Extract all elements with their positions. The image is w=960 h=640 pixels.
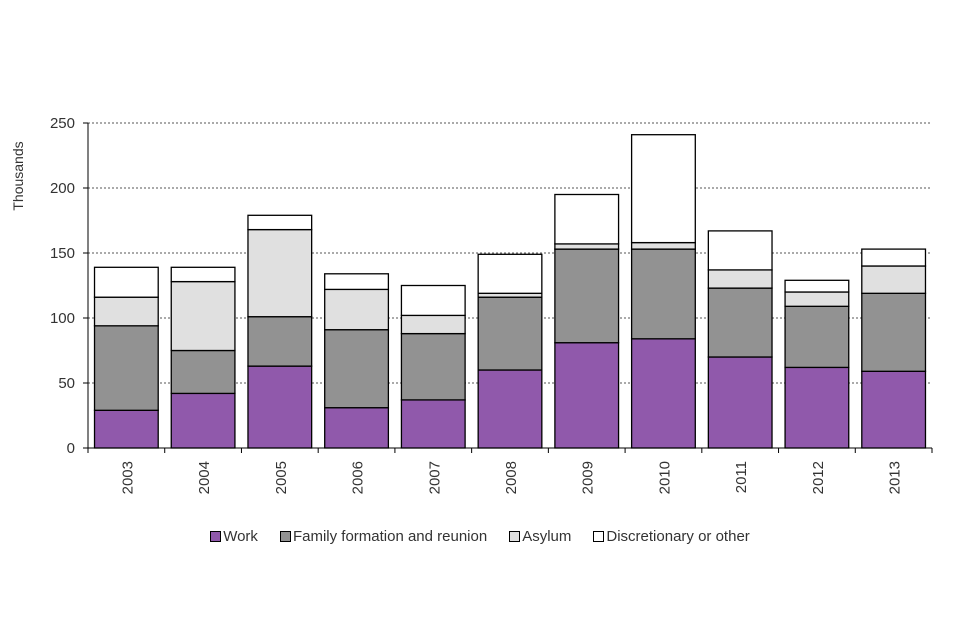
x-tick-label: 2009 [580, 461, 597, 494]
bar-2009-series-4 [554, 193, 620, 245]
bar-2010-series-2 [630, 248, 696, 340]
bars [93, 134, 927, 449]
bar-2008-series-4 [477, 253, 543, 294]
bar-2009-series-2 [554, 248, 620, 344]
legend-swatch [593, 531, 605, 542]
legend-swatch [279, 531, 291, 542]
bar-2004-series-3 [170, 280, 236, 352]
bar-2012-series-4 [784, 279, 850, 293]
x-tick-label: 2008 [503, 461, 520, 494]
bar-2012-series-2 [784, 305, 850, 369]
x-tick-label: 2012 [810, 461, 827, 494]
x-tick-label: 2004 [196, 461, 213, 494]
bar-2008-series-1 [477, 369, 543, 449]
bar-2005-series-2 [247, 316, 313, 367]
bar-2003-series-3 [93, 296, 159, 327]
bar-2011-series-2 [707, 287, 773, 358]
legend-item: Asylum [509, 528, 571, 545]
bar-2005-series-4 [247, 214, 313, 231]
bar-2007-series-3 [400, 314, 466, 335]
x-tick-label: 2011 [733, 461, 750, 493]
y-tick-label: 100 [50, 310, 75, 327]
x-tick-label: 2005 [273, 461, 290, 494]
bar-2011-series-1 [707, 356, 773, 449]
bar-2009-series-3 [554, 243, 620, 250]
legend: Work Family formation and reunion Asylum Di… [0, 528, 960, 545]
y-tick-label: 200 [50, 180, 75, 197]
bar-2010-series-4 [630, 134, 696, 244]
bar-2005-series-1 [247, 365, 313, 449]
bar-2011-series-3 [707, 269, 773, 289]
bar-2013-series-4 [861, 248, 927, 267]
bar-2012-series-3 [784, 291, 850, 307]
legend-label: Work [223, 528, 258, 545]
bar-2007-series-1 [400, 399, 466, 449]
axes: 0 50 100 150 200 250 2003 2004 2005 2006 2007 2008 2… [50, 115, 933, 494]
bar-2007-series-2 [400, 332, 466, 401]
bar-2006-series-1 [324, 407, 390, 449]
legend-swatch [509, 531, 521, 542]
bar-2006-series-4 [324, 273, 390, 291]
bar-2010-series-3 [630, 241, 696, 250]
legend-label: Family formation and reunion [292, 528, 488, 545]
x-tick-label: 2006 [350, 461, 367, 494]
bar-2010-series-1 [630, 338, 696, 449]
y-tick-label: 150 [50, 245, 75, 262]
y-tick-label: 50 [58, 375, 75, 392]
bar-2011-series-4 [707, 230, 773, 271]
bar-2009-series-1 [554, 342, 620, 449]
bar-2004-series-2 [170, 349, 236, 395]
bar-2006-series-2 [324, 329, 390, 409]
legend-item: Family formation and reunion [279, 528, 488, 545]
bar-2003-series-1 [93, 409, 159, 449]
x-tick-label: 2003 [119, 461, 136, 494]
bar-2012-series-1 [784, 366, 850, 449]
bar-2004-series-1 [170, 392, 236, 449]
bar-2007-series-4 [400, 284, 466, 317]
bar-2005-series-3 [247, 228, 313, 318]
legend-item: Discretionary or other [593, 528, 750, 545]
bar-2004-series-4 [170, 266, 236, 283]
bar-2013-series-3 [861, 265, 927, 294]
bar-2006-series-3 [324, 288, 390, 331]
x-tick-label: 2013 [887, 461, 904, 494]
bar-2003-series-4 [93, 266, 159, 298]
legend-label: Discretionary or other [606, 528, 750, 545]
x-tick-label: 2007 [426, 461, 443, 494]
legend-swatch [210, 531, 222, 542]
bar-2008-series-2 [477, 296, 543, 371]
legend-item: Work [210, 528, 258, 545]
y-tick-label: 250 [50, 115, 75, 132]
legend-label: Asylum [522, 528, 572, 545]
x-tick-label: 2010 [656, 461, 673, 494]
y-tick-label: 0 [67, 440, 75, 457]
bar-2013-series-1 [861, 370, 927, 449]
bar-2003-series-2 [93, 325, 159, 411]
y-axis-title: Thousands [10, 141, 26, 210]
bar-2013-series-2 [861, 292, 927, 372]
